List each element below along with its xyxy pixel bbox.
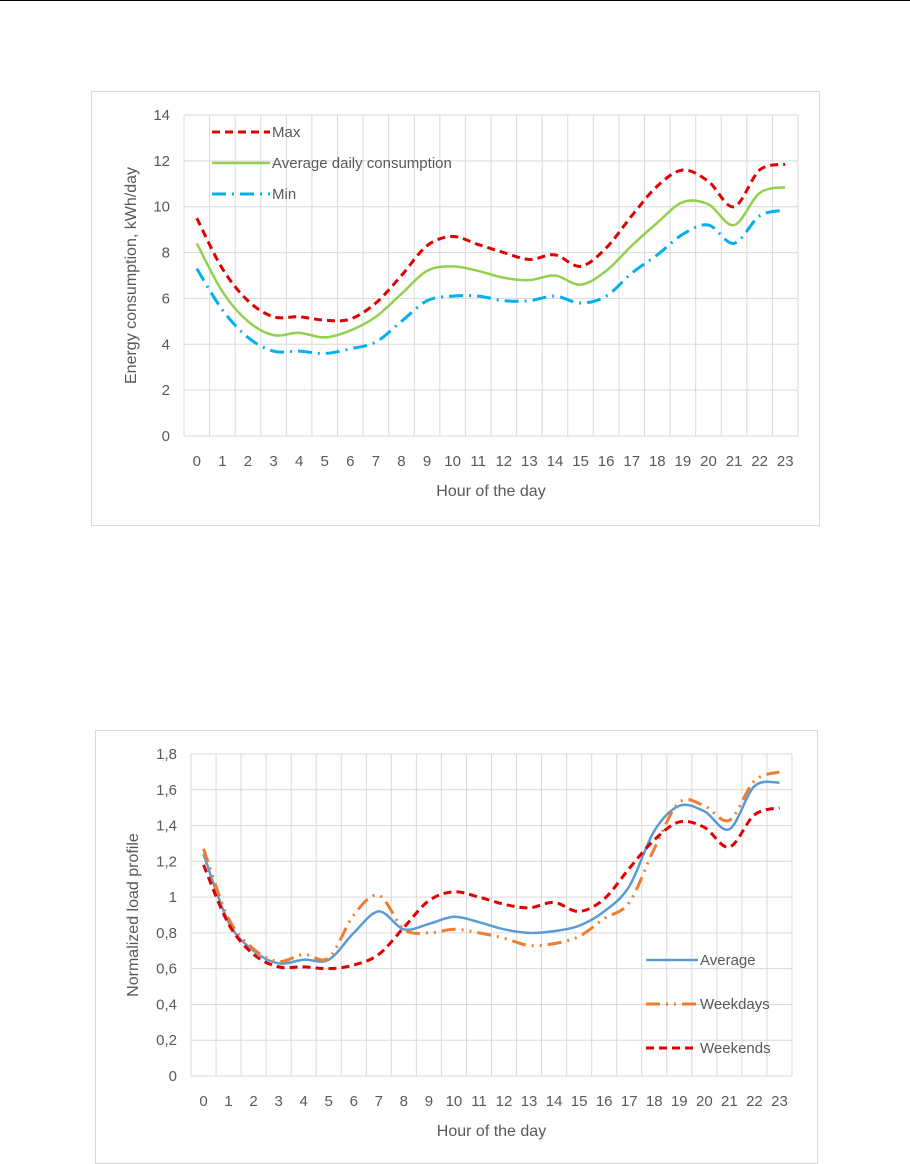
chart2-ytick-label: 1,6 (156, 782, 177, 799)
chart2-xtick-label: 15 (571, 1093, 588, 1110)
chart1-x-axis-title: Hour of the day (436, 483, 545, 500)
chart1-xtick-label: 6 (346, 453, 354, 470)
chart1-ytick-label: 2 (162, 382, 170, 399)
chart2-xtick-label: 12 (496, 1093, 513, 1110)
chart2-xtick-label: 2 (249, 1093, 257, 1110)
chart1-series-average-daily-consumption-line (195, 185, 786, 339)
chart2-xtick-label: 20 (696, 1093, 713, 1110)
chart2-ytick-label: 1 (169, 889, 177, 906)
chart2-xtick-label: 10 (446, 1093, 463, 1110)
chart2-xtick-label: 16 (596, 1093, 613, 1110)
chart1-xtick-label: 7 (372, 453, 380, 470)
chart1-ytick-label: 10 (153, 199, 170, 216)
chart1-xtick-label: 1 (218, 453, 226, 470)
chart1-xtick-label: 15 (572, 453, 589, 470)
chart2-xtick-label: 3 (274, 1093, 282, 1110)
chart2-xtick-label: 18 (646, 1093, 663, 1110)
chart2-xtick-label: 23 (771, 1093, 788, 1110)
chart1-xtick-label: 5 (321, 453, 329, 470)
chart2-ytick-label: 1,2 (156, 853, 177, 870)
chart2-series-weekends-line (202, 806, 780, 971)
chart1-legend-label-max: Max (272, 124, 301, 141)
chart2-xtick-label: 4 (300, 1093, 308, 1110)
chart2-xtick-label: 9 (425, 1093, 433, 1110)
chart1-xtick-label: 17 (623, 453, 640, 470)
chart2-xtick-label: 8 (400, 1093, 408, 1110)
chart1-series-max-line (195, 162, 786, 323)
chart1-xtick-label: 14 (547, 453, 564, 470)
chart1-legend-label-min: Min (272, 186, 296, 203)
chart2-xtick-label: 5 (325, 1093, 333, 1110)
chart1-xtick-label: 23 (777, 453, 794, 470)
chart1-xtick-label: 11 (470, 453, 486, 470)
chart2-legend-label-weekends: Weekends (700, 1040, 771, 1057)
chart1-series-min-line (195, 208, 786, 355)
page-top-rule (0, 0, 910, 1)
chart2-xtick-label: 19 (671, 1093, 688, 1110)
chart2-xtick-label: 7 (375, 1093, 383, 1110)
normalized-load-profile-chart-svg: 00,20,40,60,811,21,41,61,80 1 2 3 4 5 6 7 8 9 10 11… (125, 746, 793, 1140)
chart2-xtick-label: 0 (199, 1093, 207, 1110)
chart1-xtick-label: 18 (649, 453, 666, 470)
chart1-xtick-label: 3 (269, 453, 277, 470)
chart2-ytick-label: 0,6 (156, 961, 177, 978)
chart1-xtick-label: 2 (244, 453, 252, 470)
chart2-legend-label-weekdays: Weekdays (700, 996, 770, 1013)
chart2-ytick-label: 1,4 (156, 818, 177, 835)
chart2-x-axis-title: Hour of the day (437, 1123, 546, 1140)
chart2-y-axis-title: Normalized load profile (125, 833, 142, 997)
chart2-ytick-label: 0,8 (156, 925, 177, 942)
chart2-xtick-label: 14 (546, 1093, 563, 1110)
chart2-xtick-label: 6 (350, 1093, 358, 1110)
chart2-xtick-label: 1 (224, 1093, 232, 1110)
chart2-xtick-label: 17 (621, 1093, 638, 1110)
chart1-ytick-label: 6 (162, 290, 170, 307)
chart1-xtick-label: 21 (726, 453, 743, 470)
normalized-load-profile-chart: 0 0,2 0,4 0,6 0,8 1 1,2 1,4 1,6 1,8 0 1 2 3 4 5 6 7 8 9 10 11… (95, 730, 818, 1164)
chart1-xtick-label: 0 (193, 453, 201, 470)
chart2-xtick-label: 22 (746, 1093, 763, 1110)
chart1-ytick-label: 8 (162, 245, 170, 262)
chart2-xtick-label: 13 (521, 1093, 538, 1110)
chart1-xtick-label: 16 (598, 453, 615, 470)
chart1-xtick-label: 22 (751, 453, 768, 470)
chart1-xtick-label: 9 (423, 453, 431, 470)
energy-consumption-chart: 0 2 4 6 8 10 12 14 0 1 2 3 4 5 6 7 8 9 10 11 12 13 14 15 16 17 18 1… (91, 91, 820, 526)
chart2-xtick-label: 11 (471, 1093, 487, 1110)
chart1-ytick-label: 12 (153, 153, 170, 170)
chart1-xtick-label: 8 (397, 453, 405, 470)
chart1-ytick-label: 0 (162, 428, 170, 445)
chart2-series-average-line (202, 780, 780, 965)
chart2-ytick-label: 0,2 (156, 1032, 177, 1049)
chart1-y-axis-title: Energy consumption, kWh/day (123, 167, 140, 384)
chart1-xtick-label: 13 (521, 453, 538, 470)
chart2-series-weekdays-line (202, 770, 780, 964)
chart2-ytick-label: 1,8 (156, 746, 177, 763)
chart1-xtick-label: 20 (700, 453, 717, 470)
chart2-ytick-label: 0,4 (156, 996, 177, 1013)
chart1-xtick-label: 12 (495, 453, 512, 470)
chart2-ytick-label: 0 (169, 1068, 177, 1085)
chart1-xtick-label: 10 (444, 453, 461, 470)
chart1-legend-label-average-daily-consumption: Average daily consumption (272, 155, 452, 172)
chart1-xtick-label: 19 (675, 453, 692, 470)
chart2-legend-label-average: Average (700, 952, 756, 969)
chart1-xtick-label: 4 (295, 453, 303, 470)
chart2-xtick-label: 21 (721, 1093, 738, 1110)
chart1-ytick-label: 4 (162, 336, 170, 353)
chart1-ytick-label: 14 (153, 107, 170, 124)
